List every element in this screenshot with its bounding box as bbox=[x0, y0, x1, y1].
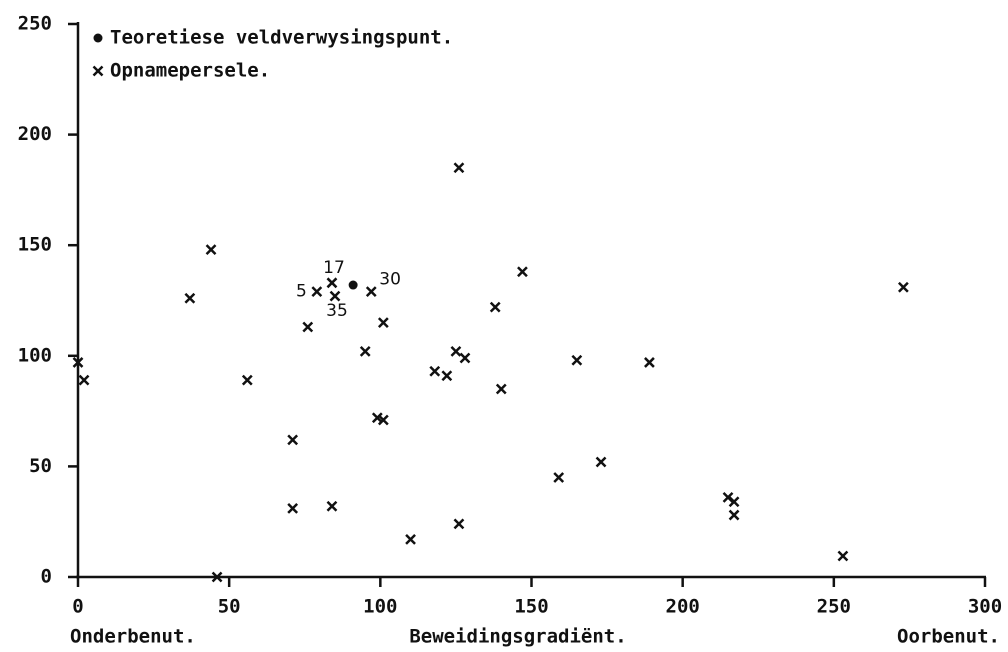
point bbox=[517, 266, 528, 278]
point bbox=[365, 286, 377, 298]
point bbox=[553, 472, 565, 483]
x-tick-label: 300 bbox=[968, 596, 1002, 618]
x-tick-label: 250 bbox=[817, 596, 851, 618]
point bbox=[837, 550, 849, 562]
point bbox=[571, 354, 583, 366]
point bbox=[211, 571, 223, 583]
point bbox=[371, 412, 383, 424]
y-tick-label: 150 bbox=[18, 234, 52, 256]
point bbox=[429, 365, 441, 377]
point bbox=[441, 370, 453, 382]
y-tick-label: 50 bbox=[29, 455, 52, 477]
point bbox=[329, 290, 341, 302]
y-tick-label: 200 bbox=[18, 123, 52, 145]
point bbox=[184, 292, 196, 304]
y-tick-label: 100 bbox=[18, 344, 52, 366]
point bbox=[728, 496, 740, 508]
point bbox=[287, 503, 299, 514]
point bbox=[326, 500, 338, 512]
legend-label: Teoretiese veldverwysingspunt. bbox=[110, 27, 453, 49]
x-tick-label: 200 bbox=[666, 596, 700, 618]
point bbox=[644, 357, 655, 368]
point bbox=[453, 518, 465, 530]
y-tick-label: 0 bbox=[41, 566, 52, 588]
x-tick-label: 0 bbox=[72, 596, 83, 618]
x-label-left: Onderbenut. bbox=[70, 626, 196, 648]
point bbox=[897, 281, 909, 293]
point-label: 17 bbox=[323, 258, 345, 278]
x-tick-label: 50 bbox=[218, 596, 241, 618]
point bbox=[302, 321, 314, 333]
point bbox=[489, 301, 501, 313]
x-tick-label: 100 bbox=[363, 596, 397, 618]
legend-marker bbox=[92, 65, 104, 77]
point bbox=[241, 374, 253, 386]
y-tick-label: 250 bbox=[18, 13, 52, 35]
point-label: 5 bbox=[296, 282, 307, 302]
point bbox=[450, 345, 462, 357]
point-label: 30 bbox=[379, 270, 401, 290]
point bbox=[72, 357, 84, 368]
legend-label: Opnamepersele. bbox=[110, 60, 270, 82]
point bbox=[205, 244, 217, 256]
point bbox=[311, 286, 323, 298]
point bbox=[459, 352, 471, 364]
legend-marker bbox=[93, 33, 103, 43]
point bbox=[728, 509, 740, 521]
x-tick-label: 150 bbox=[514, 596, 548, 618]
point bbox=[359, 345, 371, 357]
point bbox=[326, 277, 338, 289]
point bbox=[453, 162, 465, 174]
point bbox=[377, 317, 389, 329]
point bbox=[595, 456, 607, 468]
x-label: Beweidingsgradiënt. bbox=[409, 626, 626, 648]
point bbox=[78, 374, 90, 386]
x-label-right: Oorbenut. bbox=[897, 626, 1000, 648]
point-label: 35 bbox=[326, 301, 348, 321]
point bbox=[348, 280, 358, 290]
point bbox=[405, 534, 416, 545]
point bbox=[287, 434, 299, 446]
point bbox=[377, 414, 389, 426]
point bbox=[495, 383, 507, 395]
